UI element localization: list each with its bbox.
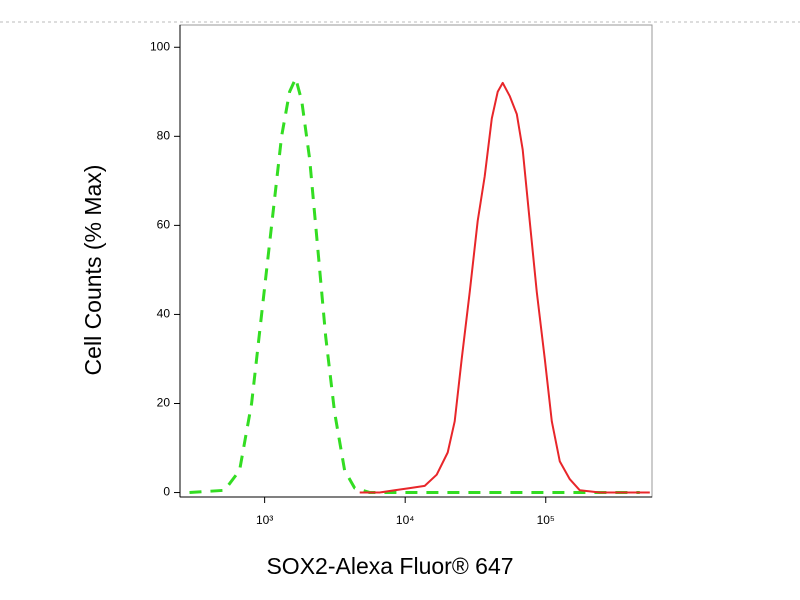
- histogram-line: [189, 76, 640, 494]
- y-tick-label: 100: [150, 39, 170, 53]
- y-tick-label: 60: [157, 218, 171, 232]
- y-tick-label: 40: [157, 307, 171, 321]
- y-tick-label: 80: [157, 128, 171, 142]
- plot-frame: [179, 24, 653, 498]
- x-tick-label: 10⁴: [396, 513, 415, 527]
- x-axis-title: SOX2-Alexa Fluor® 647: [266, 553, 513, 579]
- x-tick-label: 10³: [256, 513, 273, 527]
- x-tick-label: 10⁵: [537, 513, 555, 527]
- histogram-line: [359, 81, 650, 494]
- y-tick-label: 0: [163, 485, 170, 499]
- y-tick-label: 20: [157, 396, 171, 410]
- y-axis-title: Cell Counts (% Max): [80, 165, 106, 376]
